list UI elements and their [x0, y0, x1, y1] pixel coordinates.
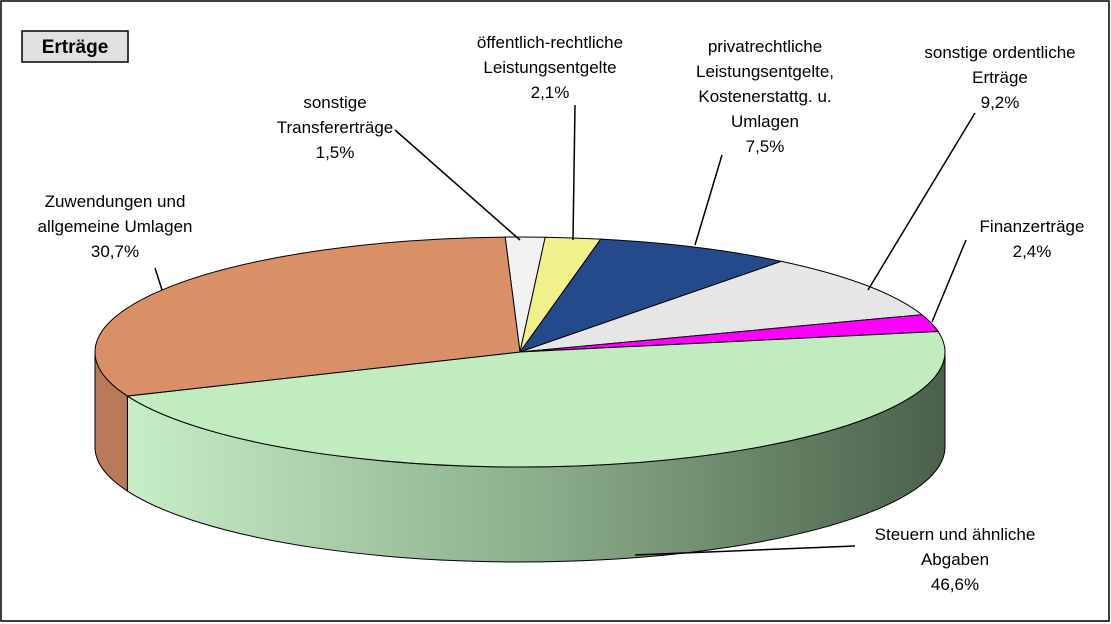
- value-label: 2,1%: [531, 83, 570, 102]
- slice-label: öffentlich-rechtliche Leistungsentgelte: [477, 33, 623, 77]
- value-label: 9,2%: [981, 93, 1020, 112]
- slice-label: Steuern und ähnliche Abgaben: [875, 525, 1036, 569]
- leader-line: [867, 112, 976, 291]
- leader-line: [154, 267, 163, 291]
- leader-line: [572, 104, 576, 241]
- value-label: 7,5%: [746, 137, 785, 156]
- pie: [94, 236, 946, 563]
- slice-label: privatrechtliche Leistungsentgelte, Kosten…: [696, 37, 834, 131]
- leader-line: [931, 239, 967, 323]
- title-box: [21, 30, 129, 63]
- slice-label: sonstige Transfererträge: [277, 93, 394, 137]
- leader-line: [394, 129, 521, 241]
- slice: [519, 260, 924, 353]
- chart-title: Erträge: [42, 37, 109, 58]
- slice-label: sonstige ordentliche Erträge: [924, 43, 1075, 87]
- slice: [125, 330, 946, 468]
- slice-label: Zuwendungen und allgemeine Umlagen: [38, 192, 193, 236]
- leader-line: [634, 545, 856, 556]
- value-label: 2,4%: [1013, 242, 1052, 261]
- value-label: 1,5%: [316, 143, 355, 162]
- slice: [518, 238, 784, 353]
- value-label: 46,6%: [931, 575, 979, 594]
- leader-line: [694, 154, 723, 246]
- slice-label: Finanzerträge: [980, 217, 1085, 236]
- value-label: 30,7%: [91, 242, 139, 261]
